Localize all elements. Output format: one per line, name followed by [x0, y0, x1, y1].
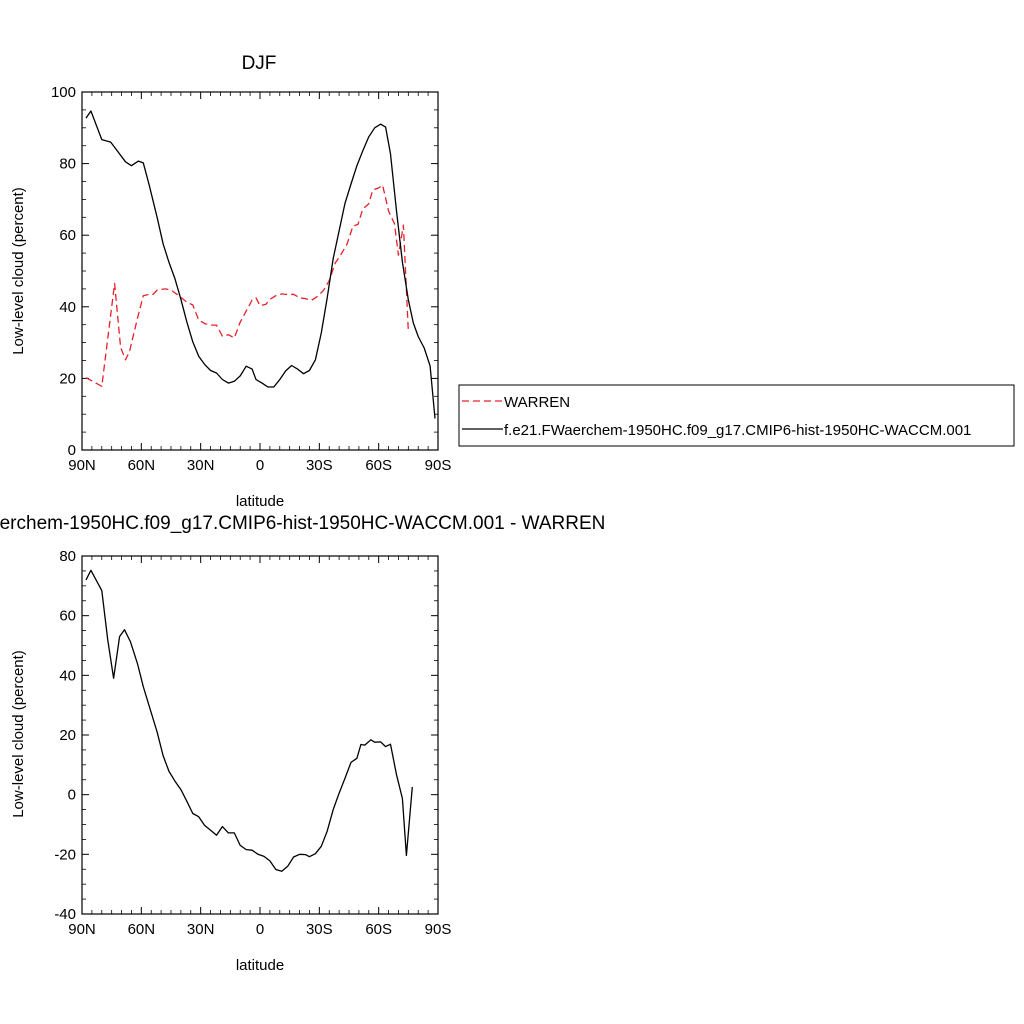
series-line-model	[85, 569, 413, 872]
y-tick-label: -20	[54, 846, 76, 863]
x-axis-label: latitude	[236, 957, 284, 974]
x-tick-label: 90S	[425, 921, 452, 938]
y-tick-label: 100	[51, 84, 76, 101]
x-tick-label: 90N	[68, 457, 96, 474]
series-lines	[85, 110, 436, 419]
series-line-warren	[85, 184, 409, 387]
axis-ticks: 90N 60N 30N 0 30S 60S 90S -40 -20 0 20 40 60 80	[54, 548, 451, 938]
legend: WARREN f.e21.FWaerchem-1950HC.f09_g17.CM…	[458, 384, 1015, 447]
y-tick-label: 40	[59, 667, 76, 684]
x-tick-label: 30S	[306, 457, 333, 474]
x-tick-label: 30S	[306, 921, 333, 938]
x-tick-label: 90N	[68, 921, 96, 938]
legend-label-model: f.e21.FWaerchem-1950HC.f09_g17.CMIP6-his…	[504, 422, 971, 439]
x-tick-label: 30N	[187, 921, 215, 938]
y-tick-label: 60	[59, 608, 76, 625]
x-tick-label: 60N	[128, 921, 156, 938]
panel-top: DJF Low-level cloud (percent) latitude 9…	[10, 53, 451, 510]
x-tick-label: 60S	[365, 457, 392, 474]
x-axis-label: latitude	[236, 493, 284, 510]
x-tick-label: 90S	[425, 457, 452, 474]
x-tick-label: 60N	[128, 457, 156, 474]
y-axis-label: Low-level cloud (percent)	[10, 187, 27, 355]
axis-ticks: 90N 60N 30N 0 30S 60S 90S 0 20 40 60 80 100	[51, 84, 451, 474]
series-line-model	[85, 110, 436, 419]
y-tick-label: 0	[68, 442, 76, 459]
x-tick-label: 0	[256, 921, 264, 938]
plot-frame	[81, 555, 439, 915]
chart-title: DJF	[242, 53, 277, 74]
legend-box	[458, 384, 1015, 447]
y-tick-label: 0	[68, 787, 76, 804]
y-tick-label: 60	[59, 227, 76, 244]
chart-title: f.e21.FWaerchem-1950HC.f09_g17.CMIP6-his…	[0, 513, 605, 534]
y-tick-label: 40	[59, 299, 76, 316]
panel-bottom: f.e21.FWaerchem-1950HC.f09_g17.CMIP6-his…	[0, 513, 605, 974]
plot-frame	[81, 91, 439, 451]
y-tick-label: -40	[54, 906, 76, 923]
y-tick-label: 80	[59, 156, 76, 173]
x-tick-label: 60S	[365, 921, 392, 938]
y-tick-label: 20	[59, 370, 76, 387]
series-lines	[85, 569, 413, 872]
x-tick-label: 0	[256, 457, 264, 474]
y-tick-label: 80	[59, 548, 76, 565]
x-tick-label: 30N	[187, 457, 215, 474]
y-tick-label: 20	[59, 727, 76, 744]
legend-label-warren: WARREN	[504, 394, 570, 411]
y-axis-label: Low-level cloud (percent)	[10, 650, 27, 818]
